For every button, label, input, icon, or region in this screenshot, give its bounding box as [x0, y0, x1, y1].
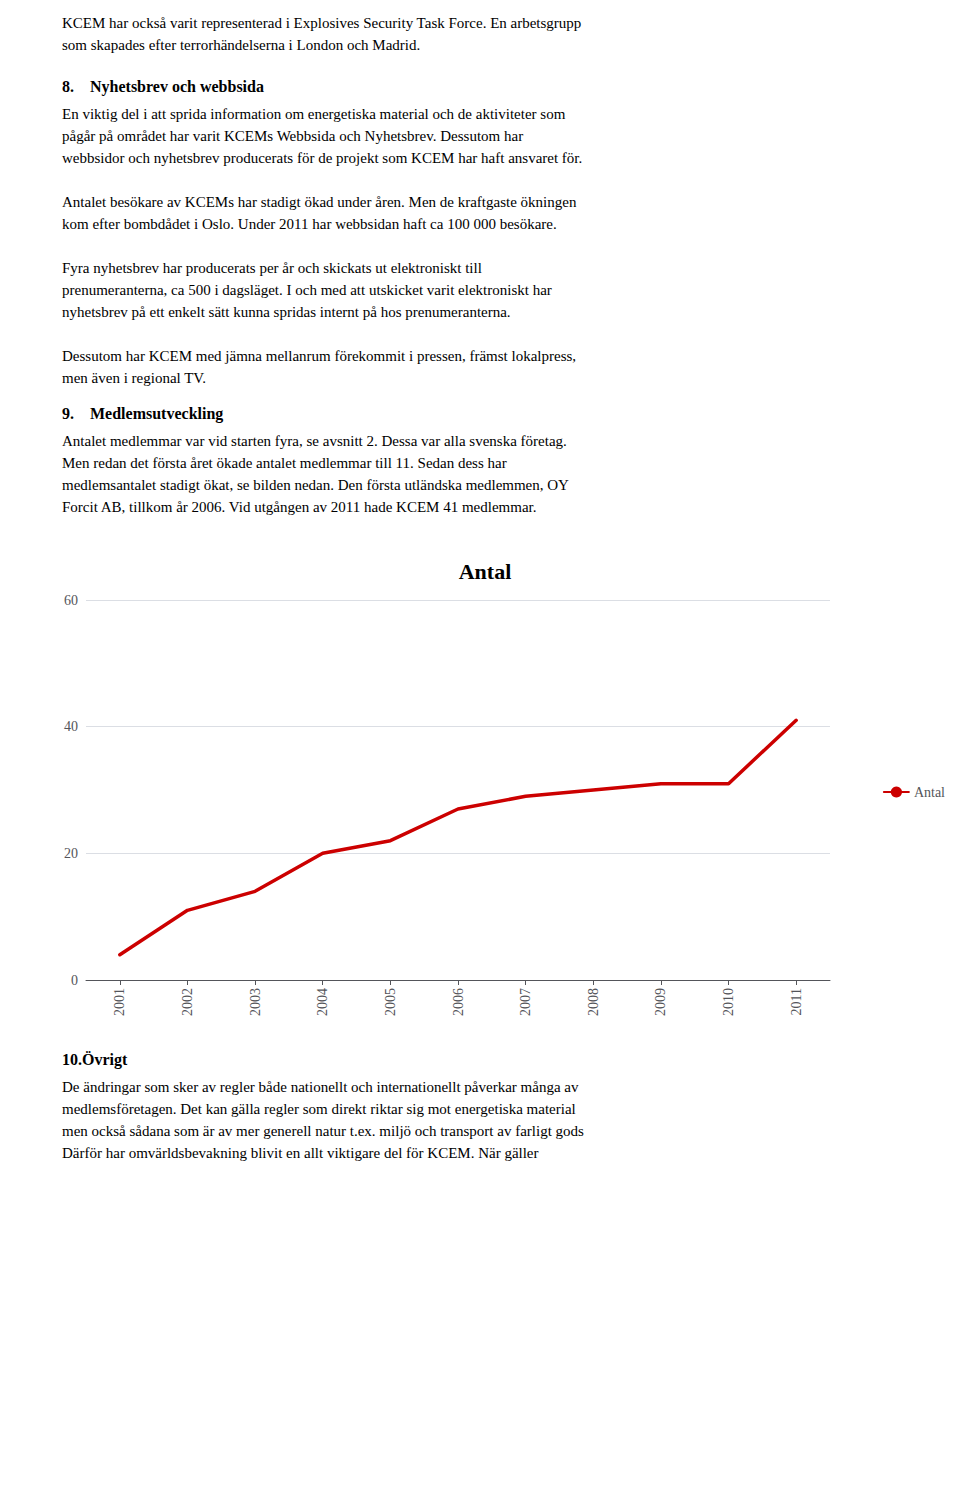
svg-text:2011: 2011: [789, 988, 804, 1015]
svg-text:Antal: Antal: [914, 785, 945, 800]
svg-text:2008: 2008: [586, 988, 601, 1016]
svg-text:Antal: Antal: [459, 559, 512, 584]
svg-text:60: 60: [64, 593, 78, 608]
svg-text:2007: 2007: [518, 988, 533, 1016]
svg-text:som skapades efter terrorhände: som skapades efter terrorhändelserna i L…: [62, 37, 420, 53]
svg-text:2004: 2004: [315, 988, 330, 1016]
svg-text:Antalet medlemmar var vid star: Antalet medlemmar var vid starten fyra, …: [62, 433, 567, 449]
svg-text:2009: 2009: [653, 988, 668, 1016]
svg-text:Dessutom har KCEM med jämna me: Dessutom har KCEM med jämna mellanrum fö…: [62, 348, 576, 364]
svg-text:medlemsföretagen. Det kan gäll: medlemsföretagen. Det kan gälla regler s…: [62, 1101, 576, 1117]
svg-text:medlemsantalet stadigt ökat, s: medlemsantalet stadigt ökat, se bilden n…: [62, 477, 569, 493]
svg-text:KCEM har också varit represent: KCEM har också varit representerad i Exp…: [62, 15, 581, 31]
svg-text:8. Nyhetsbrev och webbsida: 8. Nyhetsbrev och webbsida: [62, 78, 264, 96]
svg-text:kom efter bombdådet i Oslo. Un: kom efter bombdådet i Oslo. Under 2011 h…: [62, 216, 557, 232]
svg-text:2010: 2010: [721, 988, 736, 1016]
svg-text:En viktig del i att sprida inf: En viktig del i att sprida information o…: [62, 106, 566, 122]
svg-text:Forcit AB, tillkom år 2006. Vi: Forcit AB, tillkom år 2006. Vid utgången…: [62, 499, 536, 515]
svg-text:2001: 2001: [112, 988, 127, 1016]
svg-text:2006: 2006: [451, 988, 466, 1016]
svg-text:Därför har omvärldsbevakning b: Därför har omvärldsbevakning blivit en a…: [62, 1145, 539, 1161]
svg-text:Antalet besökare av KCEMs har: Antalet besökare av KCEMs har stadigt ök…: [62, 194, 577, 210]
svg-text:2003: 2003: [248, 988, 263, 1016]
svg-text:20: 20: [64, 846, 78, 861]
svg-text:Men redan det första året ökad: Men redan det första året ökade antalet …: [62, 455, 507, 471]
svg-text:prenumeranterna, ca 500 i dags: prenumeranterna, ca 500 i dagsläget. I o…: [62, 282, 552, 298]
svg-text:40: 40: [64, 719, 78, 734]
svg-text:Fyra nyhetsbrev har producerat: Fyra nyhetsbrev har producerats per år o…: [62, 260, 482, 276]
svg-text:nyhetsbrev på ett enkelt sätt: nyhetsbrev på ett enkelt sätt kunna spri…: [62, 304, 511, 320]
svg-text:0: 0: [71, 973, 78, 988]
svg-text:De ändringar som sker av regle: De ändringar som sker av regler både nat…: [62, 1079, 579, 1095]
svg-text:webbsidor och nyhetsbrev produ: webbsidor och nyhetsbrev producerats för…: [62, 150, 582, 166]
svg-text:2005: 2005: [383, 988, 398, 1016]
svg-text:men också sådana som är av mer: men också sådana som är av mer generell …: [62, 1123, 584, 1139]
svg-text:10.Övrigt: 10.Övrigt: [62, 1051, 128, 1069]
svg-text:2002: 2002: [180, 988, 195, 1016]
svg-text:9. Medlemsutveckling: 9. Medlemsutveckling: [62, 405, 223, 423]
svg-text:pågår på området har varit KCE: pågår på området har varit KCEMs Webbsid…: [62, 128, 523, 144]
svg-text:men även i regional TV.: men även i regional TV.: [62, 370, 206, 386]
